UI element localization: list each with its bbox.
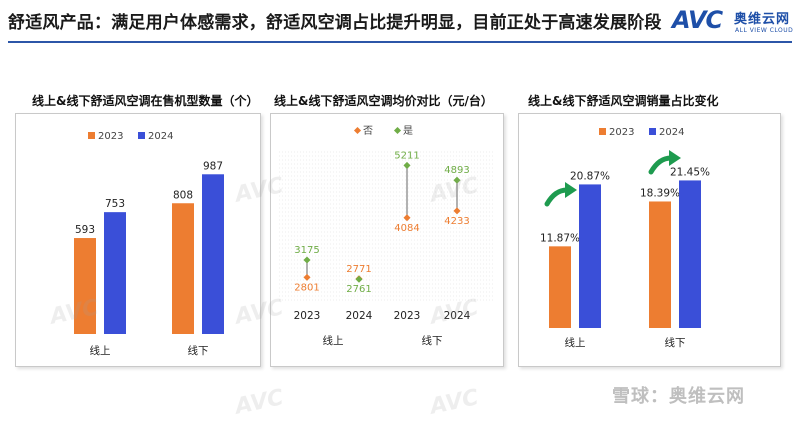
chart2-data-label: 2771: [346, 264, 371, 275]
chart2-point: [453, 207, 461, 215]
chart1-data-label: 987: [203, 160, 223, 172]
watermark: AVC: [427, 385, 481, 420]
trend-up-arrow-icon: [544, 187, 570, 207]
chart1-legend-label: 2024: [148, 131, 173, 142]
chart2-legend-label: 是: [403, 125, 413, 137]
chart3-data-label: 20.87%: [570, 170, 610, 182]
watermark: AVC: [232, 385, 286, 420]
chart3-bar: [549, 246, 571, 328]
trend-up-arrow-icon: [669, 150, 681, 166]
chart1-data-label: 593: [75, 224, 95, 236]
chart2-x-tick-label: 2023: [394, 310, 421, 322]
chart3-legend-swatch: [649, 128, 656, 135]
chart2-data-label: 2801: [294, 282, 319, 293]
chart2-panel: 否 是 2801 3175 2023 2771 2761 2024 4084 5211 2023 42…: [270, 113, 504, 367]
chart2-x-tick-label: 2023: [294, 310, 321, 322]
chart2-svg: 否 是 2801 3175 2023 2771 2761 2024 4084 5211 2023 42…: [279, 125, 495, 347]
chart1-bar: [104, 212, 126, 334]
chart1-panel: 2023 2024 593 753 线上 808 987 线下: [15, 113, 261, 367]
chart2-point: [453, 176, 461, 184]
chart2-title: 线上&线下舒适风空调均价对比（元/台）: [274, 94, 493, 108]
brand-logo: AVC 奥维云网 ALL VIEW CLOUD: [672, 6, 794, 40]
page-title: 舒适风产品：满足用户体感需求，舒适风空调占比提升明显，目前正处于高速发展阶段: [8, 13, 662, 33]
chart1-bar: [202, 174, 224, 334]
source-watermark: 雪球：奥维云网: [612, 386, 745, 407]
chart1-bar: [74, 238, 96, 334]
chart3-bar: [679, 180, 701, 328]
chart3-title: 线上&线下舒适风空调销量占比变化: [528, 94, 719, 108]
chart3-bar: [579, 184, 601, 328]
chart2-legend-marker: [393, 126, 402, 135]
trend-up-arrow-icon: [565, 182, 577, 198]
chart2-point: [403, 214, 411, 222]
chart2-data-label: 4084: [394, 223, 419, 234]
chart3-legend-label: 2024: [659, 127, 684, 138]
chart3-data-label: 18.39%: [640, 187, 680, 199]
chart1-category-label: 线下: [188, 344, 209, 357]
chart2-point: [303, 256, 311, 264]
chart3-category-label: 线下: [665, 336, 686, 349]
chart3-data-label: 11.87%: [540, 232, 580, 244]
chart1-legend-label: 2023: [98, 131, 123, 142]
chart1-bar: [172, 203, 194, 334]
chart3-bar: [649, 201, 671, 328]
chart2-point: [355, 275, 363, 283]
chart2-x-tick-label: 2024: [444, 310, 471, 322]
chart1-legend-swatch: [88, 132, 95, 139]
logo-english-name: ALL VIEW CLOUD: [735, 27, 794, 34]
chart1-title: 线上&线下舒适风空调在售机型数量（个）: [32, 94, 259, 108]
chart3-svg: 2023 2024 11.87% 20.87% 线上 18.39% 21.45% 线下: [540, 127, 710, 349]
logo-mark: AVC: [672, 6, 723, 34]
trend-up-arrow-icon: [648, 155, 674, 175]
chart2-data-label: 2761: [346, 284, 371, 295]
chart2-data-label: 4893: [444, 165, 469, 176]
chart2-legend-label: 否: [363, 125, 373, 137]
chart2-point: [403, 161, 411, 169]
chart2-group-label: 线上: [323, 334, 344, 347]
title-underline: [8, 41, 792, 43]
chart2-legend-marker: [353, 126, 362, 135]
chart3-panel: 2023 2024 11.87% 20.87% 线上 18.39% 21.45% 线下: [518, 113, 781, 367]
chart2-data-label: 5211: [394, 150, 419, 161]
chart3-legend-swatch: [599, 128, 606, 135]
chart3-category-label: 线上: [565, 336, 586, 349]
chart2-x-tick-label: 2024: [346, 310, 373, 322]
chart2-group-label: 线下: [422, 334, 443, 347]
chart3-legend-label: 2023: [609, 127, 634, 138]
chart1-category-label: 线上: [90, 344, 111, 357]
chart2-data-label: 4233: [444, 216, 469, 227]
chart1-data-label: 753: [105, 198, 125, 210]
chart3-data-label: 21.45%: [670, 166, 710, 178]
chart1-svg: 2023 2024 593 753 线上 808 987 线下: [74, 131, 224, 357]
logo-chinese-name: 奥维云网: [734, 12, 791, 27]
chart1-data-label: 808: [173, 189, 193, 201]
chart2-data-label: 3175: [294, 245, 319, 256]
chart1-legend-swatch: [138, 132, 145, 139]
